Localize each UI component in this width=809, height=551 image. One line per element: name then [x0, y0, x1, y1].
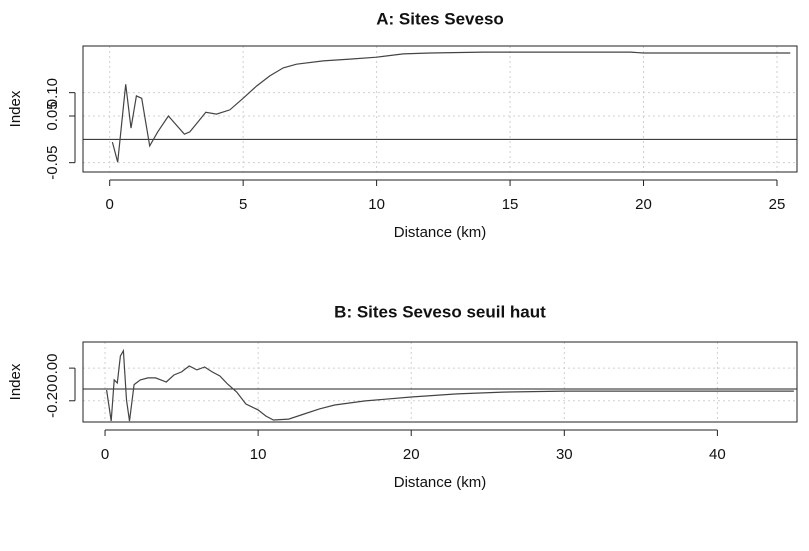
x-tick-label: 0	[106, 196, 114, 213]
y-axis-title: Index	[7, 90, 24, 127]
x-tick-label: 40	[709, 446, 726, 463]
plot-frame	[82, 45, 798, 173]
chart-title: A: Sites Seveso	[376, 9, 504, 28]
x-tick-label: 0	[101, 446, 109, 463]
plot-frame	[82, 341, 798, 423]
y-tick-label: 0.05	[44, 101, 61, 130]
x-tick-label: 30	[556, 446, 573, 463]
x-tick-label: 5	[239, 196, 247, 213]
x-tick-label: 10	[368, 196, 385, 213]
y-tick-label: 0.10	[44, 78, 61, 107]
data-line	[111, 51, 791, 163]
x-tick-label: 20	[403, 446, 420, 463]
x-axis-title: Distance (km)	[394, 224, 487, 241]
y-axis-title: Index	[7, 363, 24, 400]
y-tick-label: 0.00	[44, 354, 61, 383]
x-tick-label: 10	[250, 446, 267, 463]
chart-title: B: Sites Seveso seuil haut	[334, 302, 546, 321]
x-axis-title: Distance (km)	[394, 474, 487, 491]
y-tick-label: -0.20	[44, 384, 61, 418]
x-tick-label: 20	[635, 196, 652, 213]
x-tick-label: 25	[769, 196, 786, 213]
data-line	[106, 348, 794, 422]
y-tick-label: -0.05	[44, 146, 61, 180]
x-tick-label: 15	[502, 196, 519, 213]
